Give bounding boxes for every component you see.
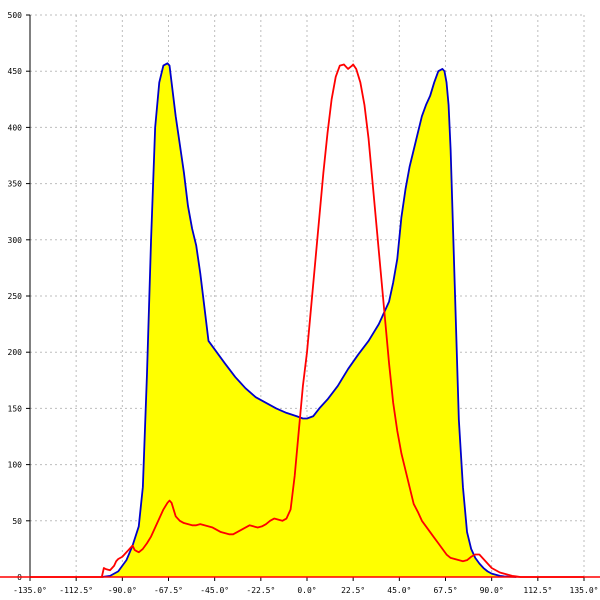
series-0-area	[101, 63, 517, 577]
x-tick-label: -135.0°	[13, 586, 47, 595]
series-0-line	[101, 62, 517, 578]
y-tick-label: 150	[8, 404, 23, 413]
x-tick-label: -112.5°	[59, 586, 93, 595]
y-tick-label: 200	[8, 348, 23, 357]
y-tick-label: 500	[8, 11, 23, 20]
x-tick-label: 67.5°	[433, 586, 457, 595]
y-tick-label: 50	[12, 517, 22, 526]
x-tick-label: -90.0°	[108, 586, 137, 595]
y-tick-label: 250	[8, 292, 23, 301]
x-tick-label: -45.0°	[200, 586, 229, 595]
x-tick-label: -67.5°	[154, 586, 183, 595]
y-tick-label: 400	[8, 123, 23, 132]
series-layer	[30, 62, 584, 578]
x-tick-label: 112.5°	[523, 586, 552, 595]
axis-layer: -135.0° -112.5° -90.0° -67.5° -45.0° -22.5° 0.…	[0, 11, 600, 595]
x-tick-label: -22.5°	[246, 586, 275, 595]
x-tick-label: 22.5°	[341, 586, 365, 595]
x-tick-label: 90.0°	[480, 586, 504, 595]
y-tick-label: 100	[8, 461, 23, 470]
series-1-line	[30, 63, 584, 578]
x-tick-label: 0.0°	[297, 586, 316, 595]
y-tick-label: 300	[8, 236, 23, 245]
y-tick-label: 350	[8, 180, 23, 189]
x-tick-label: 135.0°	[570, 586, 599, 595]
x-tick-label: 45.0°	[387, 586, 411, 595]
y-tick-label: 450	[8, 67, 23, 76]
